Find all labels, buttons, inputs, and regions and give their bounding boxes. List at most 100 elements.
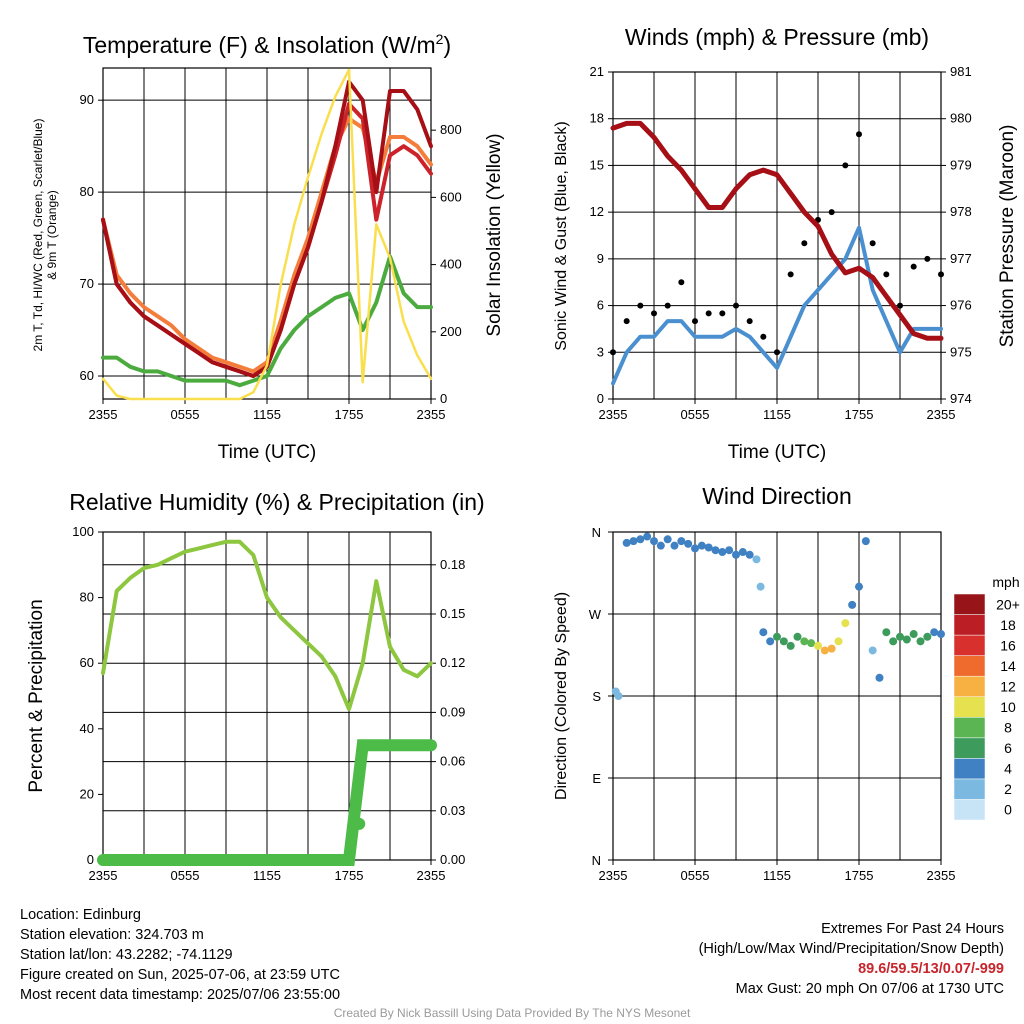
dir-point [759, 628, 768, 637]
dir-point [636, 535, 645, 544]
wind-xtick-label: 1155 [763, 407, 791, 422]
dir-point [875, 673, 884, 682]
extremes-info: Extremes For Past 24 Hours (High/Low/Max… [699, 919, 1004, 999]
wind-ytick-label: 0 [597, 391, 604, 406]
dir-point [868, 646, 877, 655]
dir-point [650, 537, 658, 546]
wind-series-gust-point [774, 349, 780, 356]
temp-ytick-right-label: 0 [440, 391, 447, 406]
temp-series-2m-td [101, 254, 433, 388]
dir-ytick-label: N [592, 525, 601, 540]
rh-ytick-right-label: 0.12 [440, 655, 465, 670]
latlon-text: Station lat/lon: 43.2282; -74.1129 [20, 947, 233, 963]
dir-point [738, 548, 747, 557]
wind-title: Winds (mph) & Pressure (mb) [625, 24, 929, 50]
legend-label: 20+ [996, 596, 1020, 612]
wind-series-gust-point [705, 310, 712, 317]
dir-title: Wind Direction [702, 483, 852, 509]
dir-point [861, 537, 870, 546]
dir-point [786, 641, 795, 650]
dir-ytick-label: S [592, 689, 601, 704]
rh-xtick-label: 1155 [253, 868, 281, 883]
dir-point [923, 632, 932, 641]
wind-series-gust-point [678, 279, 685, 286]
wind-ytick-label: 21 [590, 64, 604, 79]
wind-series-gust-point [692, 318, 698, 325]
wind-ytick-right-label: 977 [950, 251, 972, 266]
dir-xtick-label: 0555 [681, 868, 710, 883]
wind-series-station-pressure [610, 120, 944, 341]
legend-label: 2 [1004, 781, 1012, 797]
rh-ytick-right-label: 0.06 [440, 754, 465, 769]
legend-label: 18 [1000, 617, 1016, 633]
rh-title: Relative Humidity (%) & Precipitation (i… [69, 489, 484, 515]
rh-ytick-right-label: 0.15 [440, 606, 465, 621]
dir-point [704, 543, 713, 552]
dir-point [643, 532, 652, 541]
dir-point [670, 541, 679, 550]
dir-point [882, 628, 891, 637]
wind-xtick-label: 0555 [681, 407, 710, 422]
dir-point [848, 600, 857, 609]
dir-ytick-label: N [592, 853, 601, 868]
wind-ylabel-right: Station Pressure (Maroon) [997, 125, 1018, 348]
legend-swatch [953, 655, 986, 677]
wind-series-gust-point [733, 302, 739, 309]
wind-series-gust-point [610, 349, 616, 356]
legend-label: 16 [1000, 637, 1016, 653]
wind-xlabel: Time (UTC) [728, 442, 827, 463]
wind-ytick-right-label: 979 [950, 157, 972, 172]
dir-xtick-label: 2355 [927, 868, 956, 883]
wind-ytick-right-label: 975 [950, 344, 972, 359]
rh-xtick-label: 1755 [335, 868, 364, 883]
legend-swatch [953, 696, 986, 718]
legend-label: 6 [1004, 740, 1012, 756]
wind-ytick-label: 3 [597, 344, 604, 359]
dir-point [745, 550, 754, 559]
extremes-title: Extremes For Past 24 Hours [821, 921, 1004, 937]
wind-ytick-right-label: 981 [950, 64, 972, 79]
location-text: Location: Edinburg [20, 907, 141, 923]
dir-point [916, 637, 925, 646]
wind-ytick-label: 15 [590, 157, 604, 172]
rh-series-rh [101, 539, 433, 712]
temp-xtick-label: 0555 [171, 407, 200, 422]
rh-ytick-right-label: 0.18 [440, 557, 465, 572]
wind-ytick-label: 18 [590, 111, 604, 126]
dir-point [711, 546, 720, 555]
dir-point [820, 646, 829, 655]
temp-xtick-label: 1155 [253, 407, 281, 422]
wind-series-gust-point [924, 255, 931, 262]
temp-ytick-label: 90 [80, 92, 94, 107]
rh-ytick-label: 40 [80, 721, 94, 736]
wind-ytick-label: 6 [597, 298, 604, 313]
dir-xtick-label: 2355 [599, 868, 628, 883]
legend-swatch [953, 799, 986, 821]
wind-ytick-right-label: 980 [950, 111, 972, 126]
wind-series-gust-point [760, 333, 767, 340]
dir-point [725, 546, 734, 555]
temp-ylabel-line2: & 9m T (Orange) [45, 190, 59, 280]
dir-point [718, 548, 727, 557]
wind-series-gust-point [719, 310, 726, 317]
credit-text: Created By Nick Bassill Using Data Provi… [333, 1006, 691, 1020]
dir-point [752, 555, 761, 564]
dir-ytick-label: E [592, 771, 601, 786]
rh-ytick-right-label: 0.00 [440, 852, 465, 867]
rh-xtick-label: 2355 [89, 868, 118, 883]
dir-point [855, 582, 863, 591]
wind-series-gust-point [787, 271, 794, 278]
dir-point [841, 619, 850, 628]
wind-series-gust-point [897, 302, 903, 309]
wind-xtick-label: 2355 [927, 407, 956, 422]
dir-point [697, 541, 706, 550]
wind-series-gust-point [664, 302, 671, 309]
dir-point [614, 692, 623, 700]
temp-ytick-right-label: 200 [440, 324, 462, 339]
dir-ylabel: Direction (Colored By Speed) [553, 592, 570, 800]
wind-series-sonic-wind [611, 225, 943, 386]
recent-data-text: Most recent data timestamp: 2025/07/06 2… [20, 987, 341, 1003]
dir-ytick-label: W [589, 607, 602, 622]
elevation-text: Station elevation: 324.703 m [20, 927, 204, 943]
